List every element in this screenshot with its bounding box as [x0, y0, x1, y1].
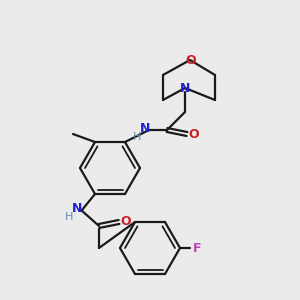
Text: N: N [72, 202, 82, 215]
Text: N: N [140, 122, 150, 136]
Text: H: H [65, 212, 73, 222]
Text: O: O [121, 215, 131, 229]
Text: N: N [180, 82, 190, 94]
Text: H: H [133, 132, 141, 142]
Text: O: O [186, 53, 196, 67]
Text: O: O [189, 128, 199, 140]
Text: F: F [193, 242, 201, 254]
